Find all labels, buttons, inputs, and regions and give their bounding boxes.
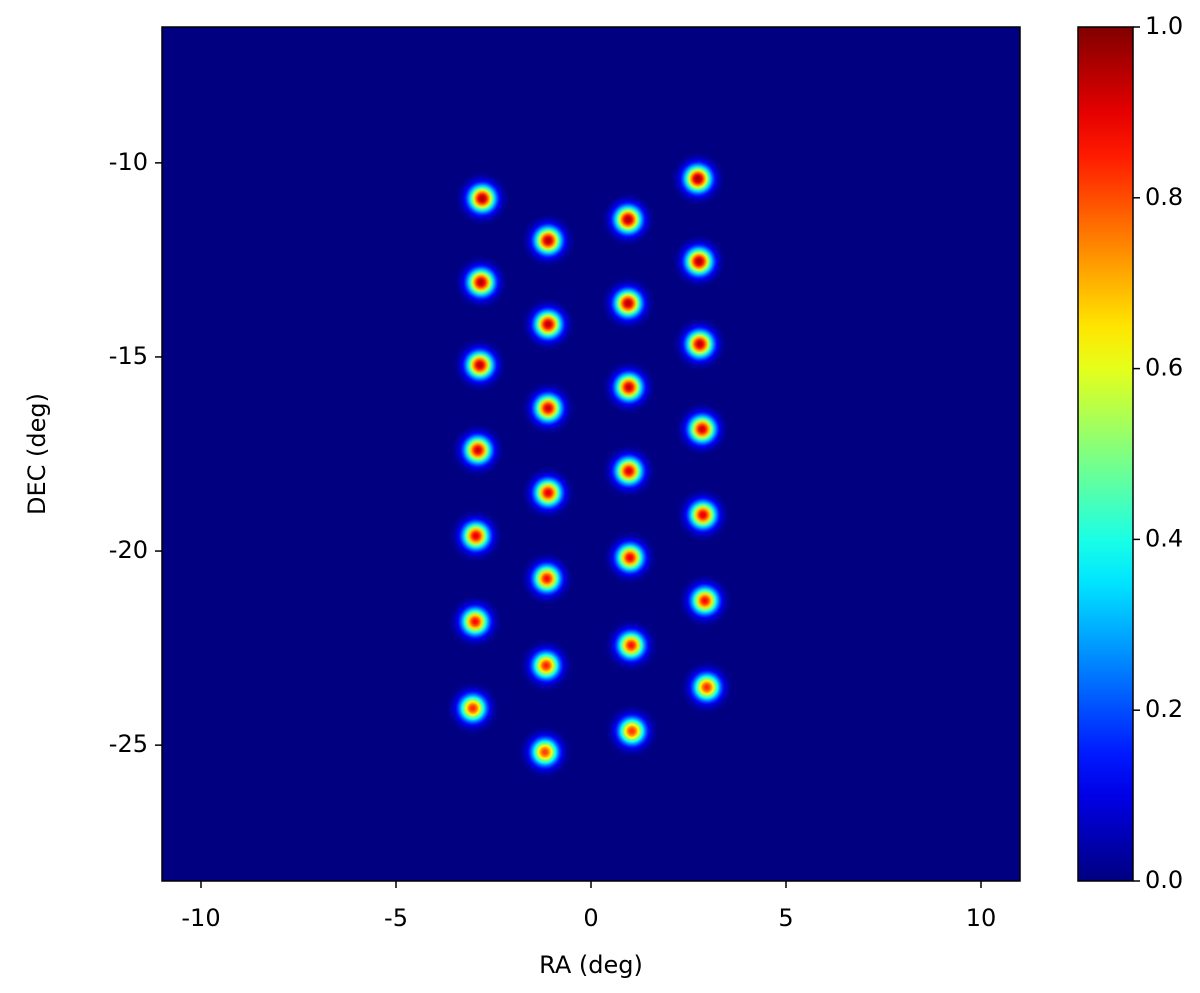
y-tick-label: -25 [109,730,148,758]
x-tick-label: 10 [966,904,997,932]
colorbar-tick-label: 0.4 [1145,524,1183,552]
blob [673,235,725,288]
colorbar-tick-label: 0.6 [1145,354,1183,382]
plot-background [162,27,1020,881]
blob [522,467,574,519]
colorbar [1077,26,1134,882]
blob [447,682,499,734]
blob [520,639,572,692]
x-tick-label: 5 [778,904,793,932]
blob [522,298,574,351]
blob [519,726,571,778]
blob [604,531,656,584]
colorbar-tick-label: 0.2 [1145,695,1183,723]
blob [454,339,506,391]
y-tick-label: -10 [109,148,148,176]
blob [602,193,654,246]
y-tick-label: -15 [109,342,148,370]
blob [455,256,507,309]
blob [672,153,724,205]
blob [456,172,508,225]
x-tick-label: 0 [583,904,598,932]
blob [522,382,574,434]
blob [521,552,573,605]
y-axis-label: DEC (deg) [23,393,51,515]
x-axis-label: RA (deg) [539,951,643,979]
x-tick-label: -10 [181,904,220,932]
blob [522,214,574,267]
blob [674,318,726,370]
blob [677,489,729,541]
blob [606,705,658,757]
colorbar-tick-label: 0.8 [1145,183,1183,211]
y-tick-label: -20 [109,536,148,564]
blob [449,595,501,648]
x-tick-label: -5 [384,904,408,932]
blob [681,661,733,714]
blob [605,619,657,672]
blob [603,445,655,497]
blob [603,361,655,413]
blob [452,424,504,476]
colorbar-tick-label: 0.0 [1145,866,1183,894]
blob [679,574,731,627]
blob [676,403,728,455]
colorbar-tick-label: 1.0 [1145,12,1183,40]
blob [450,510,502,562]
blob [602,277,654,330]
